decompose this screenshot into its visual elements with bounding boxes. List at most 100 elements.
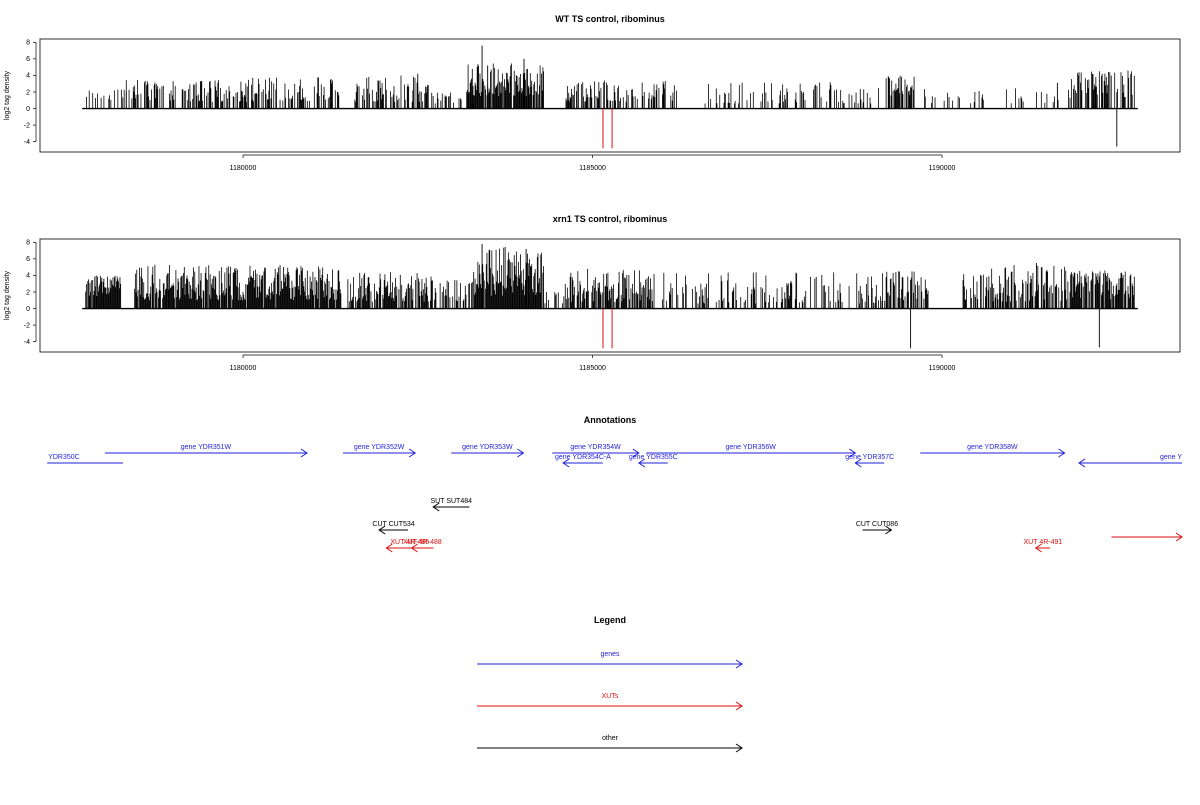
legend-item: other — [477, 735, 743, 753]
feature-label: gene YDR352W — [354, 444, 405, 451]
y-tick-label: 0 — [26, 106, 30, 113]
feature-arrow-head — [1034, 543, 1042, 553]
y-axis-label: log2 tag density — [4, 270, 11, 320]
legend-arrow — [477, 701, 743, 711]
annotation-feature: gene YDR357C — [845, 454, 894, 468]
feature-arrow-head — [1058, 448, 1066, 458]
feature-arrow-head — [517, 448, 525, 458]
feature-arrow — [552, 448, 640, 458]
feature-arrow — [451, 448, 525, 458]
annotation-feature: gene Y — [1078, 454, 1182, 468]
y-tick-label: 0 — [26, 306, 30, 313]
y-tick-label: 8 — [26, 40, 30, 47]
feature-label: YDR350C — [48, 454, 80, 461]
annotation-feature: gene YDR355C — [629, 454, 678, 468]
feature-arrow-head — [849, 448, 857, 458]
annotations-title: Annotations — [584, 415, 637, 425]
legend-item: genes — [477, 651, 743, 669]
annotation-feature: YDR350C — [47, 454, 123, 464]
feature-label: gene YDR354C-A — [555, 454, 611, 461]
y-tick-label: 2 — [26, 289, 30, 296]
feature-arrow — [432, 502, 470, 512]
annotations-panel: Annotations YDR350C gene YDR351W gene YDR35… — [47, 415, 1183, 553]
plot-frame — [39, 38, 1181, 153]
feature-arrow-head — [632, 448, 640, 458]
annotation-feature: XUT 4R-491 — [1024, 539, 1062, 553]
annotation-feature: gene YDR354W — [552, 444, 640, 458]
x-tick-label: 1185000 — [579, 165, 606, 172]
feature-label: SUT SUT484 — [431, 498, 473, 505]
annotation-feature: SUT SUT484 — [431, 498, 473, 512]
feature-arrow — [1111, 532, 1183, 542]
feature-arrow-head — [378, 525, 386, 535]
legend-arrow — [477, 743, 743, 753]
annotation-feature: CUT CUT086 — [856, 521, 898, 535]
y-tick-label: -2 — [24, 122, 30, 129]
feature-arrow-head — [1078, 458, 1086, 468]
feature-arrow — [1078, 458, 1182, 468]
feature-label: CUT CUT534 — [372, 521, 414, 528]
feature-arrow — [562, 458, 603, 468]
feature-label: XUT 4R-486 — [390, 539, 429, 546]
feature-arrow — [920, 448, 1066, 458]
feature-label: gene YDR358W — [967, 444, 1018, 451]
feature-label: gene YDR357C — [845, 454, 894, 461]
chart-title: xrn1 TS control, ribominus — [553, 214, 668, 224]
signal-bars — [85, 243, 1135, 349]
feature-arrow-head — [410, 543, 418, 553]
y-tick-label: 6 — [26, 56, 30, 63]
annotation-feature: gene YDR352W — [343, 444, 417, 458]
wt-track-panel: WT TS control, ribominus -4 -2 0 2 4 6 8 log2 ta… — [4, 14, 1181, 172]
legend-label: XUTs — [602, 693, 619, 700]
feature-arrow-head — [385, 543, 393, 553]
y-axis: -4 -2 0 2 4 6 8 — [24, 40, 37, 146]
y-tick-label: -4 — [24, 339, 30, 346]
feature-label: gene Y — [1160, 454, 1182, 461]
feature-label: gene YDR355C — [629, 454, 678, 461]
legend-title: Legend — [594, 615, 626, 625]
feature-label: gene YDR353W — [462, 444, 513, 451]
signal-bars — [86, 45, 1135, 147]
feature-arrow-head — [432, 502, 440, 512]
legend-item: XUTs — [477, 693, 743, 711]
x-tick-label: 1190000 — [929, 165, 956, 172]
x-tick-label: 1180000 — [230, 165, 257, 172]
y-tick-label: 8 — [26, 240, 30, 247]
annotation-feature: XUT 4R-488 — [403, 539, 442, 553]
legend-label: other — [602, 735, 619, 742]
y-tick-label: 4 — [26, 73, 30, 80]
feature-arrow-head — [408, 448, 417, 458]
feature-arrow — [637, 458, 668, 468]
annotation-feature: gene YDR354C-A — [555, 454, 611, 468]
annotation-feature — [1111, 532, 1183, 542]
feature-arrow-head — [300, 448, 308, 458]
x-axis: 1180000 1185000 1190000 — [230, 154, 956, 172]
legend-arrow-head — [735, 659, 743, 669]
feature-arrow — [378, 525, 408, 535]
feature-label: CUT CUT086 — [856, 521, 898, 528]
y-axis: -4 -2 0 2 4 6 8 — [24, 240, 37, 346]
annotation-feature: gene YDR353W — [451, 444, 525, 458]
feature-arrow — [410, 543, 434, 553]
y-tick-label: -4 — [24, 139, 30, 146]
y-tick-label: 4 — [26, 273, 30, 280]
x-tick-label: 1180000 — [230, 365, 257, 372]
feature-arrow — [862, 525, 893, 535]
feature-arrow — [1034, 543, 1051, 553]
legend-arrow-head — [735, 701, 743, 711]
annotation-feature: gene YDR358W — [920, 444, 1066, 458]
xrn1-track-panel: xrn1 TS control, ribominus -4 -2 0 2 4 6 8 log2 … — [4, 214, 1181, 372]
feature-arrow-head — [1175, 532, 1183, 542]
feature-arrow-head — [637, 458, 646, 468]
feature-arrow-head — [854, 458, 862, 468]
feature-arrow — [646, 448, 857, 458]
legend-arrow-head — [735, 743, 743, 753]
feature-arrow-head — [562, 458, 570, 468]
feature-label: XUT 4R-488 — [403, 539, 442, 546]
legend-panel: Legend genes XUTs other — [477, 615, 743, 753]
y-axis-label: log2 tag density — [4, 70, 11, 120]
annotation-feature: gene YDR356W — [646, 444, 857, 458]
x-axis: 1180000 1185000 1190000 — [230, 354, 956, 372]
feature-label: gene YDR356W — [725, 444, 776, 451]
